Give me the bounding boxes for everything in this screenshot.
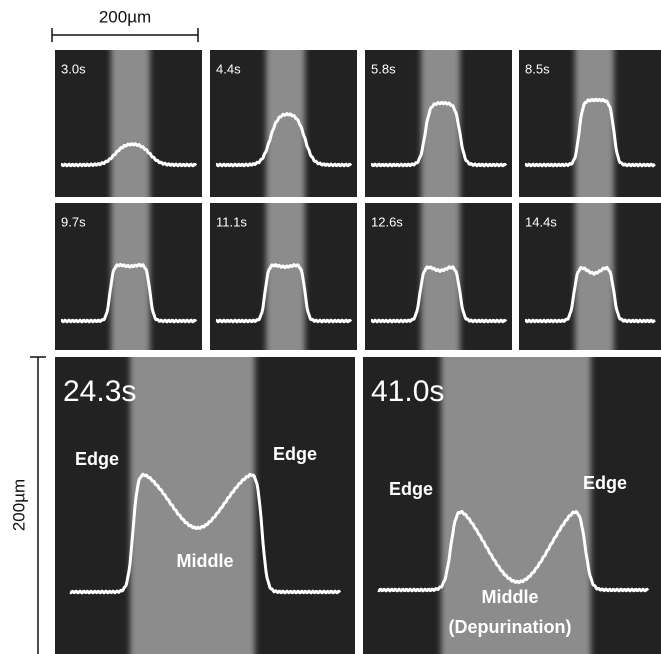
time-label: 5.8s — [371, 61, 396, 76]
annotation: Middle — [482, 587, 539, 607]
small-panel: 11.1s — [210, 203, 357, 350]
large-panel: 41.0s Edge Edge Middle (Depurination) — [363, 357, 661, 654]
time-label: 24.3s — [63, 375, 136, 408]
small-panel: 4.4s — [210, 50, 357, 197]
large-panel: 24.3s Edge Edge Middle — [55, 357, 355, 654]
time-label: 3.0s — [61, 61, 86, 76]
time-label: 14.4s — [525, 214, 557, 229]
time-label: 9.7s — [61, 214, 86, 229]
time-label: 12.6s — [371, 214, 403, 229]
time-label: 41.0s — [371, 375, 444, 408]
small-panel: 8.5s — [519, 50, 661, 197]
small-panel: 9.7s — [55, 203, 202, 350]
annotation: Edge — [75, 449, 119, 469]
small-panel: 14.4s — [519, 203, 661, 350]
stripe — [111, 203, 150, 350]
figure: 200µm 200µm 3.0s 4.4s 5.8s 8.5s 9.7s 11.1s 12.… — [0, 0, 661, 654]
stripe — [441, 357, 591, 654]
annotation: (Depurination) — [449, 617, 572, 637]
time-label: 11.1s — [216, 214, 247, 229]
stripe — [575, 203, 614, 350]
small-panel: 3.0s — [55, 50, 202, 197]
stripe — [421, 203, 460, 350]
scale-label: 200µm — [99, 7, 151, 26]
scale-label: 200µm — [9, 479, 28, 531]
small-panel: 12.6s — [365, 203, 512, 350]
small-panel: 5.8s — [365, 50, 512, 197]
stripe — [266, 203, 305, 350]
time-label: 8.5s — [525, 61, 550, 76]
annotation: Middle — [177, 551, 234, 571]
annotation: Edge — [583, 473, 627, 493]
annotation: Edge — [273, 444, 317, 464]
time-label: 4.4s — [216, 61, 241, 76]
stripe — [111, 50, 150, 197]
stripe — [130, 357, 255, 654]
annotation: Edge — [389, 479, 433, 499]
